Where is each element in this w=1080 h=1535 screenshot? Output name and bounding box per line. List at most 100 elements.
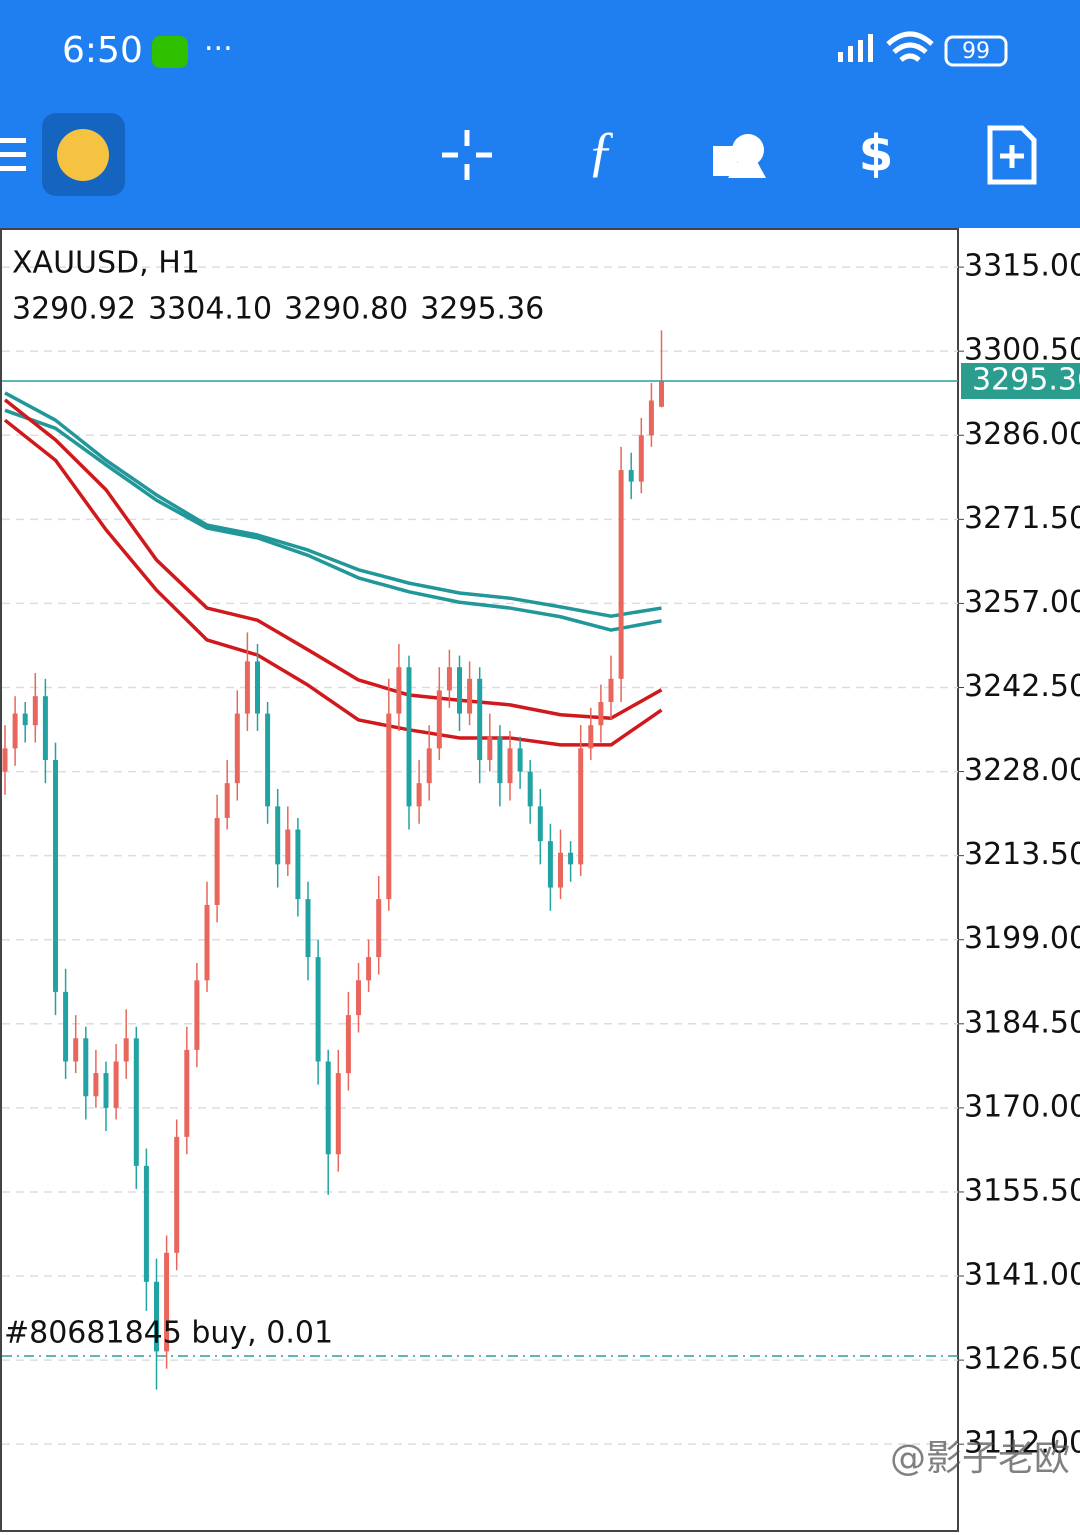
y-tick-label: 3300.50 <box>964 333 1080 368</box>
candle-body <box>295 829 301 900</box>
more-dots: ··· <box>204 32 233 67</box>
y-tick-label: 3242.50 <box>964 669 1080 704</box>
candle-body <box>527 771 533 807</box>
candle-body <box>154 1281 159 1352</box>
status-time: 6:50 <box>62 30 143 71</box>
wechat-icon <box>152 36 188 68</box>
y-tick-label: 3112.00 <box>964 1426 1080 1461</box>
candle-body <box>164 1252 170 1352</box>
order-label: #80681845 buy, 0.01 <box>4 1316 333 1351</box>
y-tick-label: 3315.00 <box>964 249 1080 284</box>
candle-body <box>477 678 483 760</box>
candle-body <box>224 783 230 818</box>
candle-body <box>638 435 644 482</box>
crosshair-button[interactable] <box>442 130 492 180</box>
price-tag-label: 3295.36 <box>972 362 1080 397</box>
candle-body <box>558 852 563 888</box>
candle-body <box>648 400 654 436</box>
price-tag <box>961 362 1080 399</box>
ohlc-value: 3290.92 <box>12 292 136 327</box>
candle-body <box>457 667 462 714</box>
candle-body <box>406 667 412 807</box>
candle-body <box>386 713 392 900</box>
app-logo-globe <box>57 129 109 181</box>
candle-body <box>174 1136 180 1253</box>
candle-body <box>356 980 361 1016</box>
candle-body <box>143 1165 149 1282</box>
y-tick-label: 3170.00 <box>964 1089 1080 1124</box>
candle-body <box>497 736 503 784</box>
y-tick-label: 3155.50 <box>964 1173 1080 1208</box>
signal-icon <box>838 34 873 62</box>
candle-body <box>426 748 432 784</box>
candle-body <box>275 806 281 865</box>
candle-body <box>184 1049 190 1137</box>
watermark: @影子老欧 <box>890 1438 1070 1479</box>
candle-body <box>568 852 574 865</box>
candle-body <box>446 667 452 691</box>
candle-body <box>123 1038 129 1062</box>
y-tick-label: 3126.50 <box>964 1342 1080 1377</box>
ohlc-value: 3304.10 <box>148 292 272 327</box>
candle-body <box>467 678 473 714</box>
battery-level: 99 <box>962 39 990 64</box>
y-tick-label: 3141.00 <box>964 1258 1080 1293</box>
y-tick-label: 3199.00 <box>964 921 1080 956</box>
candle-body <box>42 696 48 760</box>
candle-body <box>133 1038 139 1166</box>
candle-body <box>2 748 8 772</box>
y-tick-label: 3184.50 <box>964 1005 1080 1040</box>
ma-line <box>4 391 662 618</box>
candle-body <box>265 713 271 807</box>
candle-body <box>436 690 442 749</box>
candle-body <box>73 1038 79 1062</box>
candle-body <box>315 957 321 1062</box>
ohlc-header: 3290.92 3304.10 3290.80 3295.36 <box>12 292 544 327</box>
candle-body <box>204 904 210 981</box>
chart-title: XAUUSD, H1 <box>12 246 200 281</box>
marks: #80681845 buy, 0.01 <box>2 330 958 1390</box>
y-tick-label: 3228.00 <box>964 753 1080 788</box>
y-tick-label: 3213.50 <box>964 837 1080 872</box>
candle-body <box>93 1073 99 1097</box>
grid <box>2 266 958 1445</box>
candle-body <box>396 667 402 714</box>
candle-body <box>335 1073 341 1155</box>
candle-body <box>103 1073 109 1108</box>
y-tick-label: 3271.50 <box>964 501 1080 536</box>
candle-body <box>345 1015 351 1074</box>
ma-line <box>4 408 662 632</box>
indicators-button[interactable]: ƒ <box>587 121 615 183</box>
ma-line <box>3 418 663 747</box>
candle-body <box>234 713 240 784</box>
menu-button[interactable] <box>0 138 26 171</box>
candle-body <box>628 470 634 482</box>
candle-body <box>325 1061 331 1155</box>
ohlc-value: 3295.36 <box>420 292 544 327</box>
candle-body <box>517 748 523 772</box>
candle-body <box>598 701 604 726</box>
y-tick-label: 3286.00 <box>964 417 1080 452</box>
candle-body <box>194 980 200 1050</box>
candle-body <box>608 678 614 702</box>
candle-body <box>22 713 28 726</box>
candle-body <box>578 748 584 865</box>
candle-body <box>244 661 250 714</box>
candle-body <box>547 841 553 888</box>
candle-body <box>487 736 493 760</box>
y-tick-label: 3257.00 <box>964 585 1080 620</box>
trade-button[interactable]: $ <box>859 125 894 183</box>
candle-body <box>305 899 311 958</box>
battery-icon <box>944 35 1008 67</box>
candle-body <box>588 725 594 749</box>
wifi-icon <box>886 31 934 62</box>
candle-body <box>83 1038 89 1097</box>
candle-body <box>63 991 69 1062</box>
plot-frame <box>0 228 959 1532</box>
objects-button[interactable] <box>713 134 766 178</box>
candle-body <box>659 380 664 407</box>
y-axis: 3315.00 3300.50 3286.00 3271.50 3257.00 3242.… <box>958 249 1080 1461</box>
new-order-button[interactable] <box>987 125 1037 185</box>
top-bar-graphics: 6:50 ··· 99 ƒ $ <box>0 30 1037 196</box>
